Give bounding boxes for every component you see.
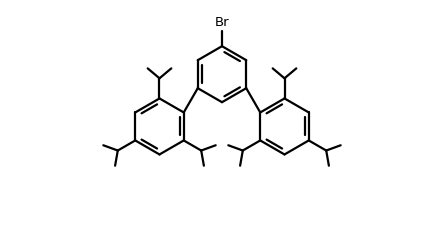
Text: Br: Br [215,16,229,29]
